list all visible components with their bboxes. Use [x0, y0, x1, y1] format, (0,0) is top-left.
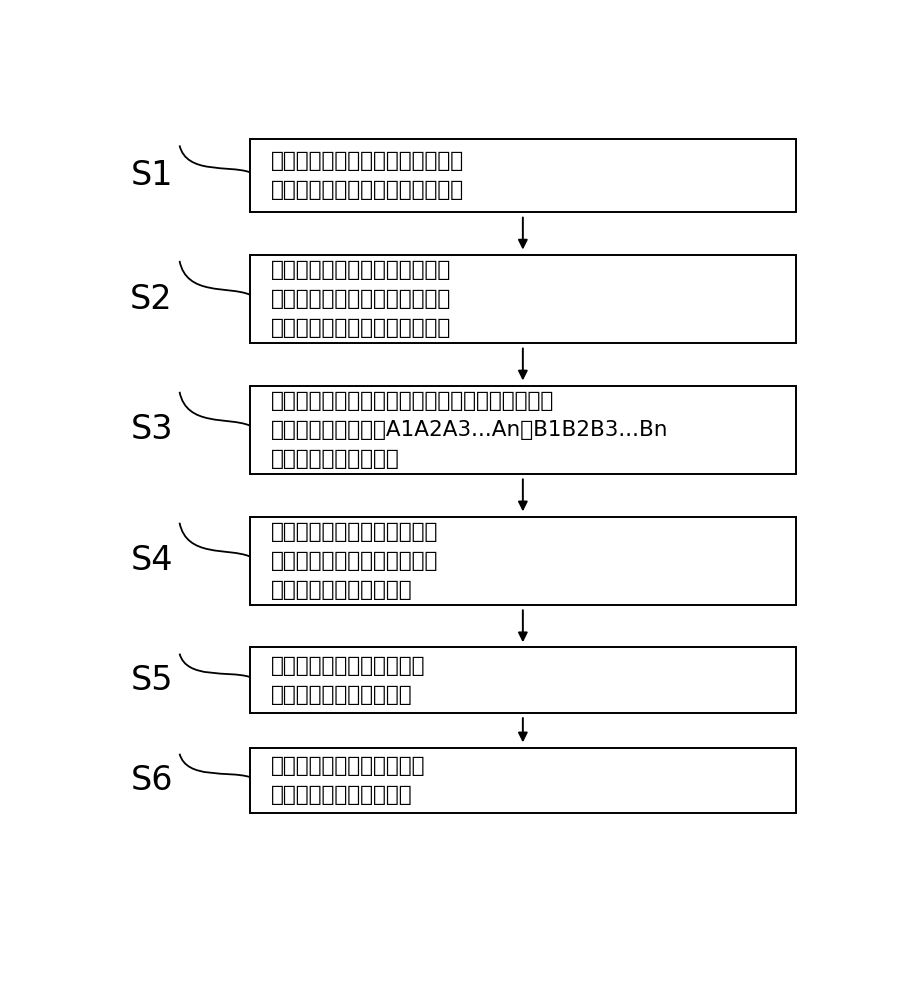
Text: 加工导向孔；料板通过定位面装夹于机床上，沿各
深通孔的轴线方向于A1A2A3...An，B1B2B3...Bn
处分别开设一个导向孔: 加工导向孔；料板通过定位面装夹于机床上，沿各 深通孔的轴线方向于A1A2A3..…: [270, 391, 667, 469]
FancyBboxPatch shape: [249, 748, 796, 813]
Text: S4: S4: [130, 544, 172, 577]
FancyBboxPatch shape: [249, 517, 796, 605]
Text: S6: S6: [130, 764, 172, 797]
Text: S2: S2: [130, 283, 172, 316]
Text: 端平料板各面，预留内截圆板面
成形的加工余量，并在料板的表
面上标识出各深通孔两端的位置: 端平料板各面，预留内截圆板面 成形的加工余量，并在料板的表 面上标识出各深通孔两…: [270, 260, 451, 338]
Text: 穿孔机预开小通孔；穿孔机从
导向孔处开始，沿各轴线开设
孔径小于加工要求的通孔: 穿孔机预开小通孔；穿孔机从 导向孔处开始，沿各轴线开设 孔径小于加工要求的通孔: [270, 522, 438, 600]
FancyBboxPatch shape: [249, 139, 796, 212]
FancyBboxPatch shape: [249, 647, 796, 713]
Text: 取下工件，车削料板的周边
至外圆周面满足尺寸要求: 取下工件，车削料板的周边 至外圆周面满足尺寸要求: [270, 756, 424, 805]
Text: S1: S1: [130, 159, 172, 192]
Text: 线切割慢速进给，扩孔至孔
径满足加工要求的深通孔: 线切割慢速进给，扩孔至孔 径满足加工要求的深通孔: [270, 656, 424, 705]
Text: S5: S5: [130, 664, 172, 697]
Text: S3: S3: [130, 413, 172, 446]
FancyBboxPatch shape: [249, 386, 796, 474]
Text: 下料板；料板的侧面至少包括一对
相互平行的用于装夹定位的定位面: 下料板；料板的侧面至少包括一对 相互平行的用于装夹定位的定位面: [270, 151, 463, 200]
FancyBboxPatch shape: [249, 255, 796, 343]
